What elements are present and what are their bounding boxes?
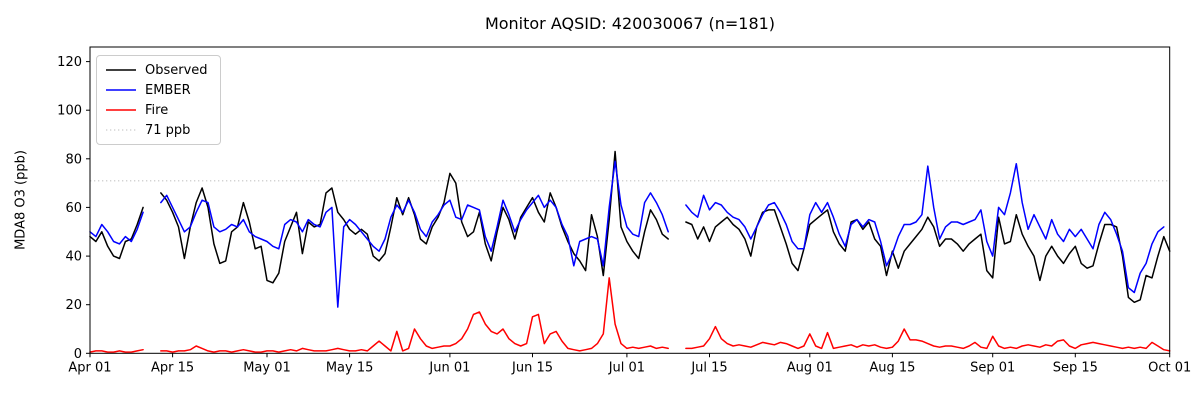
legend: Observed EMBER Fire 71 ppb bbox=[96, 55, 221, 145]
y-tick-label: 100 bbox=[57, 104, 82, 119]
legend-line-sample bbox=[106, 69, 136, 71]
x-tick-label: Jun 01 bbox=[428, 360, 470, 375]
legend-entry-observed: Observed bbox=[106, 62, 208, 78]
axes-spines bbox=[89, 46, 1171, 354]
y-tick-label: 60 bbox=[65, 201, 82, 216]
legend-label: Fire bbox=[145, 102, 169, 118]
x-tick-label: Jul 15 bbox=[690, 360, 727, 375]
series-line-ember bbox=[89, 160, 1165, 308]
x-tick-label: Sep 01 bbox=[970, 360, 1015, 375]
legend-entry-71-ppb: 71 ppb bbox=[106, 122, 208, 138]
legend-label: Observed bbox=[145, 62, 208, 78]
y-tick-label: 120 bbox=[57, 55, 82, 70]
y-tick-label: 20 bbox=[65, 298, 82, 313]
x-tick-label: Aug 01 bbox=[787, 360, 833, 375]
legend-line-sample bbox=[106, 109, 136, 111]
x-tick-label: May 15 bbox=[326, 360, 374, 375]
legend-line-sample bbox=[106, 89, 136, 91]
series-line-observed bbox=[89, 150, 1171, 304]
x-tick-label: Aug 15 bbox=[869, 360, 915, 375]
x-tick-label: Jul 01 bbox=[608, 360, 645, 375]
y-tick-label: 80 bbox=[65, 152, 82, 167]
x-tick-label: Jun 15 bbox=[511, 360, 553, 375]
y-tick-label: 0 bbox=[74, 347, 82, 362]
legend-entry-ember: EMBER bbox=[106, 82, 208, 98]
legend-label: EMBER bbox=[145, 82, 191, 98]
series-line-fire bbox=[89, 277, 1171, 353]
legend-line-sample bbox=[106, 129, 136, 131]
x-tick-label: Apr 15 bbox=[151, 360, 194, 375]
y-axis-label: MDA8 O3 (ppb) bbox=[13, 150, 29, 250]
x-tick-label: May 01 bbox=[243, 360, 291, 375]
y-tick-label: 40 bbox=[65, 250, 82, 265]
x-tick-label: Apr 01 bbox=[68, 360, 111, 375]
legend-entry-fire: Fire bbox=[106, 102, 208, 118]
chart-title: Monitor AQSID: 420030067 (n=181) bbox=[484, 14, 776, 33]
legend-label: 71 ppb bbox=[145, 122, 191, 138]
x-tick-label: Sep 15 bbox=[1053, 360, 1098, 375]
x-tick-label: Oct 01 bbox=[1148, 360, 1191, 375]
